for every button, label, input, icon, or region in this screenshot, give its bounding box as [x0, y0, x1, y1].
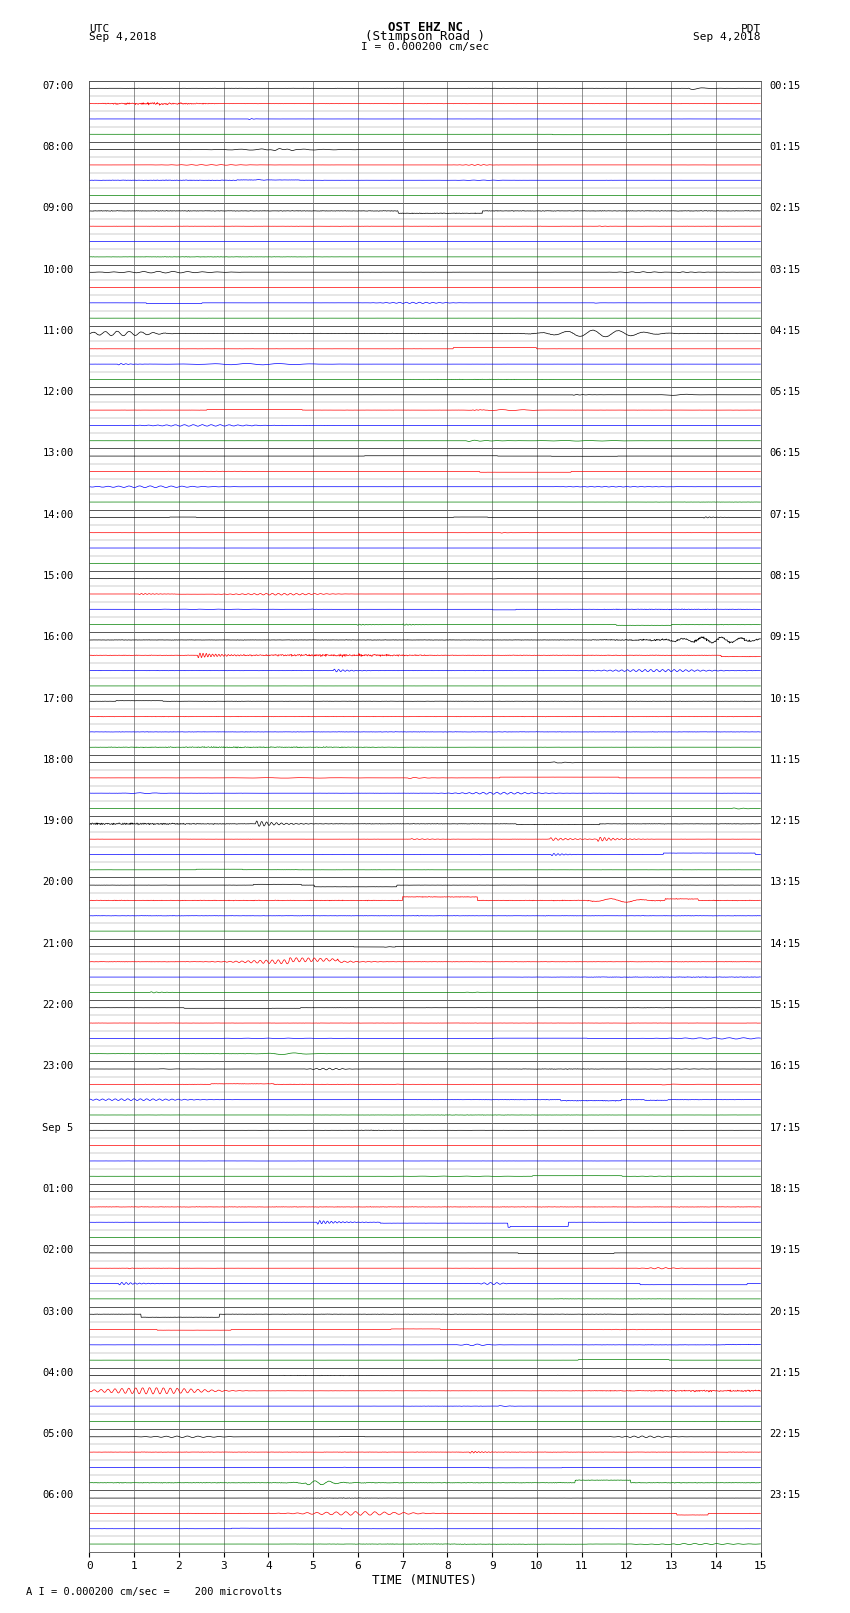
Text: Sep 4,2018: Sep 4,2018: [694, 32, 761, 42]
Text: 19:15: 19:15: [770, 1245, 801, 1255]
Text: (Stimpson Road ): (Stimpson Road ): [365, 29, 485, 44]
Text: 21:00: 21:00: [42, 939, 74, 948]
Text: 09:00: 09:00: [42, 203, 74, 213]
Text: 11:00: 11:00: [42, 326, 74, 336]
Text: 21:15: 21:15: [770, 1368, 801, 1378]
Text: 01:00: 01:00: [42, 1184, 74, 1194]
Text: 17:00: 17:00: [42, 694, 74, 703]
Text: 05:00: 05:00: [42, 1429, 74, 1439]
Text: A I = 0.000200 cm/sec =    200 microvolts: A I = 0.000200 cm/sec = 200 microvolts: [26, 1587, 281, 1597]
Text: OST EHZ NC: OST EHZ NC: [388, 21, 462, 34]
Text: 07:00: 07:00: [42, 81, 74, 90]
Text: 17:15: 17:15: [770, 1123, 801, 1132]
Text: 18:00: 18:00: [42, 755, 74, 765]
Text: 08:00: 08:00: [42, 142, 74, 152]
Text: 10:00: 10:00: [42, 265, 74, 274]
Text: PDT: PDT: [740, 24, 761, 34]
Text: 10:15: 10:15: [770, 694, 801, 703]
Text: 12:00: 12:00: [42, 387, 74, 397]
Text: 03:00: 03:00: [42, 1307, 74, 1316]
Text: 22:15: 22:15: [770, 1429, 801, 1439]
Text: 14:15: 14:15: [770, 939, 801, 948]
Text: 15:00: 15:00: [42, 571, 74, 581]
Text: 14:00: 14:00: [42, 510, 74, 519]
Text: 20:15: 20:15: [770, 1307, 801, 1316]
Text: 00:15: 00:15: [770, 81, 801, 90]
Text: 06:15: 06:15: [770, 448, 801, 458]
Text: 22:00: 22:00: [42, 1000, 74, 1010]
Text: 15:15: 15:15: [770, 1000, 801, 1010]
Text: UTC: UTC: [89, 24, 110, 34]
Text: 05:15: 05:15: [770, 387, 801, 397]
Text: 16:15: 16:15: [770, 1061, 801, 1071]
Text: 09:15: 09:15: [770, 632, 801, 642]
Text: 06:00: 06:00: [42, 1490, 74, 1500]
Text: 04:15: 04:15: [770, 326, 801, 336]
X-axis label: TIME (MINUTES): TIME (MINUTES): [372, 1574, 478, 1587]
Text: 23:15: 23:15: [770, 1490, 801, 1500]
Text: 18:15: 18:15: [770, 1184, 801, 1194]
Text: 07:15: 07:15: [770, 510, 801, 519]
Text: Sep 4,2018: Sep 4,2018: [89, 32, 156, 42]
Text: 04:00: 04:00: [42, 1368, 74, 1378]
Text: 02:15: 02:15: [770, 203, 801, 213]
Text: Sep 5: Sep 5: [42, 1123, 74, 1132]
Text: I = 0.000200 cm/sec: I = 0.000200 cm/sec: [361, 42, 489, 52]
Text: 01:15: 01:15: [770, 142, 801, 152]
Text: 13:00: 13:00: [42, 448, 74, 458]
Text: 02:00: 02:00: [42, 1245, 74, 1255]
Text: 23:00: 23:00: [42, 1061, 74, 1071]
Text: 12:15: 12:15: [770, 816, 801, 826]
Text: 19:00: 19:00: [42, 816, 74, 826]
Text: 08:15: 08:15: [770, 571, 801, 581]
Text: 11:15: 11:15: [770, 755, 801, 765]
Text: 03:15: 03:15: [770, 265, 801, 274]
Text: 16:00: 16:00: [42, 632, 74, 642]
Text: 13:15: 13:15: [770, 877, 801, 887]
Text: 20:00: 20:00: [42, 877, 74, 887]
